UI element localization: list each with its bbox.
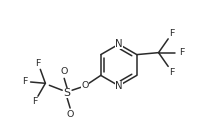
Text: O: O bbox=[60, 67, 68, 76]
Text: S: S bbox=[64, 88, 71, 98]
Text: N: N bbox=[115, 81, 123, 91]
Text: F: F bbox=[169, 68, 175, 77]
Text: O: O bbox=[81, 81, 89, 90]
Text: N: N bbox=[115, 39, 123, 49]
Text: F: F bbox=[36, 59, 41, 68]
Text: F: F bbox=[32, 97, 38, 106]
Text: F: F bbox=[22, 77, 27, 86]
Text: F: F bbox=[169, 29, 175, 38]
Text: O: O bbox=[66, 110, 74, 119]
Text: F: F bbox=[180, 48, 185, 57]
